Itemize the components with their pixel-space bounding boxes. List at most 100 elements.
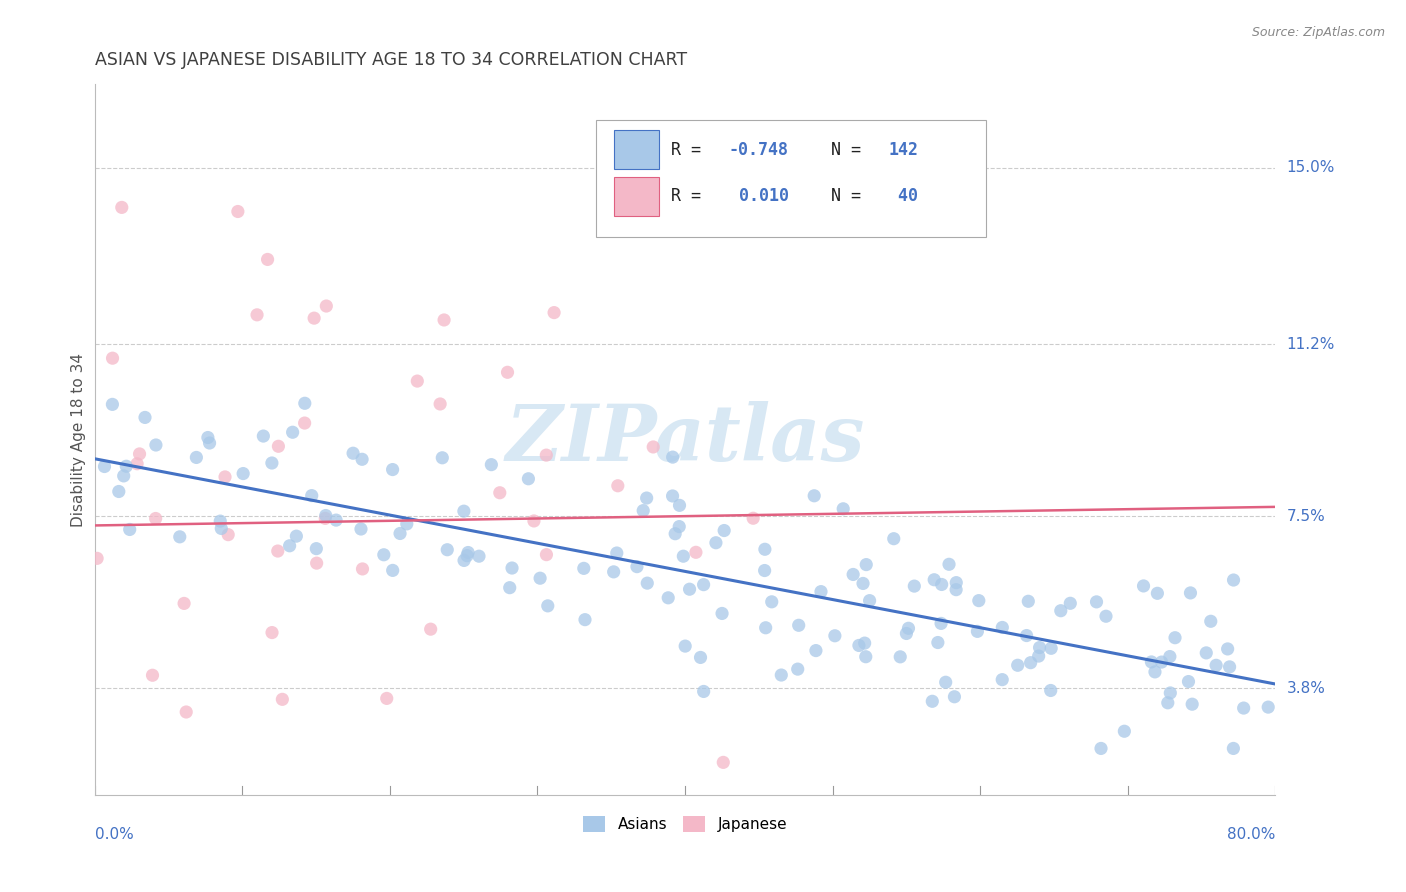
Point: [896, 626, 918, 640]
Point: [314, 511, 336, 525]
Point: [921, 694, 943, 708]
Point: [668, 499, 690, 513]
Point: [967, 593, 990, 607]
Point: [214, 470, 236, 484]
Point: [246, 308, 269, 322]
Point: [1017, 594, 1039, 608]
Point: [832, 501, 855, 516]
Point: [935, 675, 957, 690]
Point: [226, 204, 249, 219]
Point: [966, 624, 988, 639]
Point: [855, 558, 877, 572]
Point: [755, 621, 778, 635]
Point: [668, 519, 690, 533]
Point: [689, 650, 711, 665]
Point: [169, 530, 191, 544]
Point: [128, 447, 150, 461]
Point: [943, 690, 966, 704]
Point: [1257, 700, 1279, 714]
Point: [429, 397, 451, 411]
Point: [883, 532, 905, 546]
Point: [112, 469, 135, 483]
Point: [692, 684, 714, 698]
Text: 0.010: 0.010: [728, 186, 789, 205]
Point: [787, 618, 810, 632]
Point: [373, 548, 395, 562]
Point: [537, 599, 560, 613]
Point: [1180, 586, 1202, 600]
Point: [389, 526, 412, 541]
Point: [86, 551, 108, 566]
Point: [673, 639, 696, 653]
Point: [174, 705, 197, 719]
Point: [1181, 697, 1204, 711]
Point: [810, 584, 832, 599]
Text: -0.748: -0.748: [728, 141, 789, 159]
Point: [267, 439, 290, 453]
Point: [197, 430, 219, 444]
Point: [496, 365, 519, 379]
Point: [342, 446, 364, 460]
Point: [453, 553, 475, 567]
Point: [1177, 674, 1199, 689]
Text: N =: N =: [811, 141, 872, 159]
Point: [101, 351, 124, 366]
Point: [678, 582, 700, 597]
Point: [931, 577, 953, 591]
Point: [217, 527, 239, 541]
Point: [1059, 596, 1081, 610]
Point: [1219, 660, 1241, 674]
Point: [1150, 655, 1173, 669]
Point: [1095, 609, 1118, 624]
Point: [938, 558, 960, 572]
Point: [1019, 656, 1042, 670]
Point: [1028, 649, 1050, 664]
Text: 3.8%: 3.8%: [1286, 681, 1326, 696]
Point: [406, 374, 429, 388]
Text: 7.5%: 7.5%: [1286, 508, 1324, 524]
Point: [1233, 701, 1256, 715]
Point: [661, 489, 683, 503]
Point: [395, 516, 418, 531]
Point: [704, 535, 727, 549]
Text: 11.2%: 11.2%: [1286, 337, 1334, 351]
Point: [626, 559, 648, 574]
Point: [1132, 579, 1154, 593]
Point: [457, 545, 479, 559]
Point: [93, 459, 115, 474]
Point: [127, 457, 149, 471]
Point: [1015, 629, 1038, 643]
Point: [499, 581, 522, 595]
Point: [852, 576, 875, 591]
FancyBboxPatch shape: [614, 130, 659, 169]
Point: [529, 571, 551, 585]
Point: [433, 313, 456, 327]
Point: [711, 607, 734, 621]
Point: [209, 521, 232, 535]
Legend: Asians, Japanese: Asians, Japanese: [576, 810, 793, 838]
Point: [631, 503, 654, 517]
Point: [685, 545, 707, 559]
Point: [713, 524, 735, 538]
Point: [134, 410, 156, 425]
Point: [281, 425, 304, 440]
Point: [381, 462, 404, 476]
Point: [186, 450, 208, 465]
Text: 80.0%: 80.0%: [1227, 828, 1275, 842]
Point: [824, 629, 846, 643]
Point: [855, 649, 877, 664]
Text: R =: R =: [671, 141, 711, 159]
Point: [945, 575, 967, 590]
Point: [145, 438, 167, 452]
Point: [574, 613, 596, 627]
Point: [453, 504, 475, 518]
Point: [543, 305, 565, 319]
Point: [488, 485, 510, 500]
Point: [664, 526, 686, 541]
Point: [101, 397, 124, 411]
Point: [375, 691, 398, 706]
Point: [294, 396, 316, 410]
Point: [1090, 741, 1112, 756]
Point: [1007, 658, 1029, 673]
Point: [643, 440, 665, 454]
